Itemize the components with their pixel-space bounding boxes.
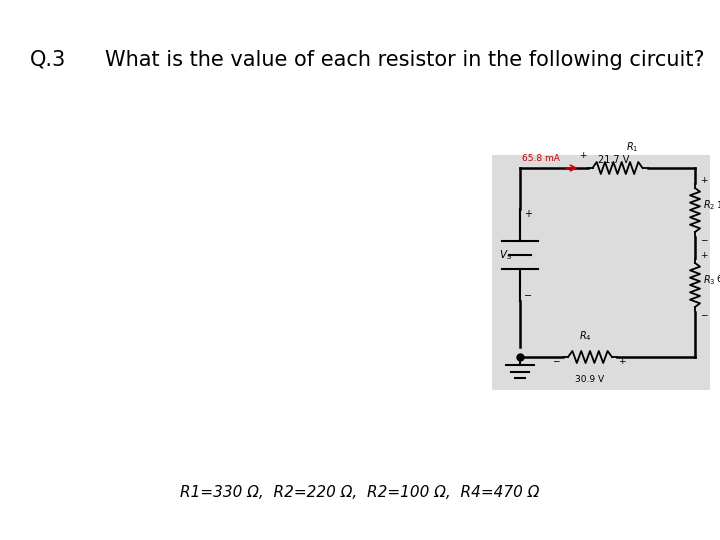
Text: +: + bbox=[579, 151, 586, 160]
Text: $R_4$: $R_4$ bbox=[579, 329, 591, 343]
Text: +: + bbox=[700, 251, 708, 260]
Text: −: − bbox=[700, 310, 708, 319]
Text: 14.5 V: 14.5 V bbox=[717, 200, 720, 210]
Text: −: − bbox=[552, 356, 559, 366]
Text: 6.58 V: 6.58 V bbox=[717, 275, 720, 285]
Text: −: − bbox=[700, 235, 708, 244]
FancyBboxPatch shape bbox=[492, 155, 710, 390]
Text: 65.8 mA: 65.8 mA bbox=[521, 154, 559, 163]
Text: +: + bbox=[524, 209, 532, 219]
Text: +: + bbox=[700, 176, 708, 185]
Text: $R_3$: $R_3$ bbox=[703, 273, 716, 287]
Text: $V_S$: $V_S$ bbox=[498, 248, 512, 262]
Text: Q.3: Q.3 bbox=[30, 50, 66, 70]
Text: $R_2$: $R_2$ bbox=[703, 198, 716, 212]
Text: −: − bbox=[524, 291, 532, 301]
Text: 21.7 V: 21.7 V bbox=[598, 155, 629, 165]
Text: 30.9 V: 30.9 V bbox=[575, 375, 605, 384]
Text: R1=330 Ω,  R2=220 Ω,  R2=100 Ω,  R4=470 Ω: R1=330 Ω, R2=220 Ω, R2=100 Ω, R4=470 Ω bbox=[180, 485, 540, 500]
Text: What is the value of each resistor in the following circuit?: What is the value of each resistor in th… bbox=[105, 50, 705, 70]
Text: $R_1$: $R_1$ bbox=[626, 140, 638, 154]
Text: +: + bbox=[618, 356, 626, 366]
